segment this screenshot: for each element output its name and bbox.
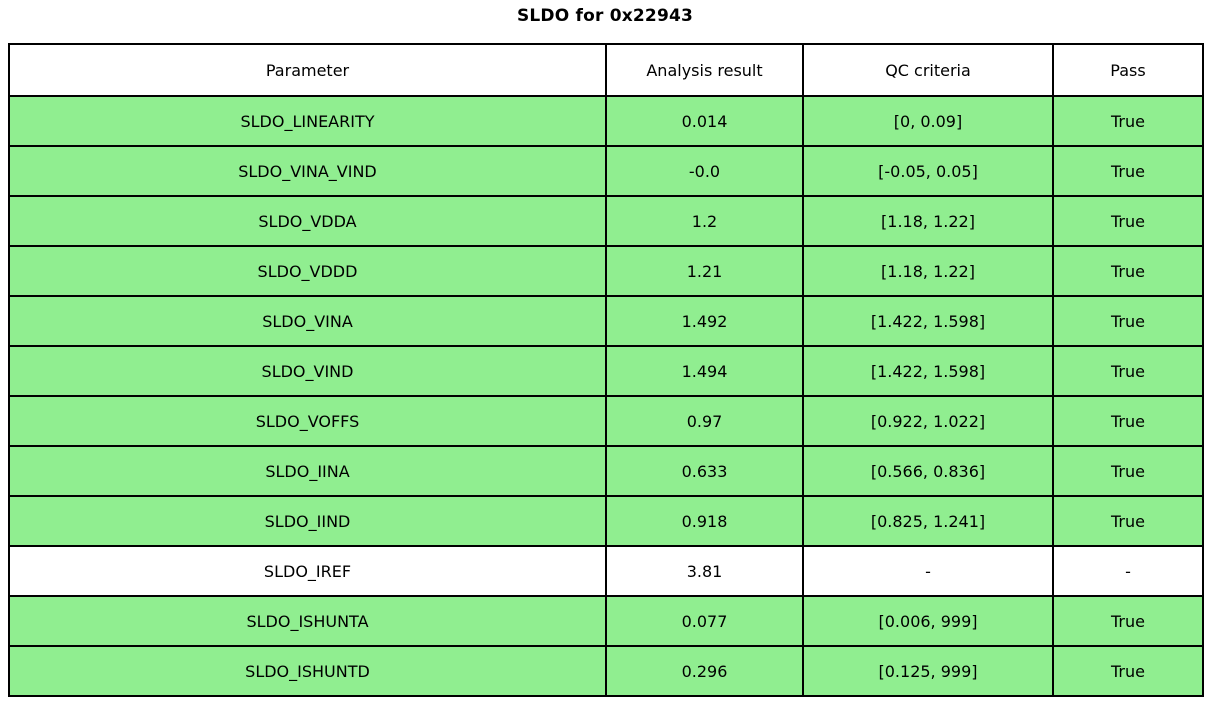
table-row: SLDO_ISHUNTD 0.296 [0.125, 999] True (8, 645, 1204, 697)
analysis-result-cell: 3.81 (605, 545, 804, 597)
parameter-cell: SLDO_IINA (8, 445, 607, 497)
pass-cell: - (1052, 545, 1204, 597)
parameter-cell: SLDO_VINA_VIND (8, 145, 607, 197)
parameter-cell: SLDO_VOFFS (8, 395, 607, 447)
qc-criteria-cell: [0.006, 999] (802, 595, 1054, 647)
table-row: SLDO_IINA 0.633 [0.566, 0.836] True (8, 445, 1204, 497)
qc-criteria-cell: - (802, 545, 1054, 597)
analysis-result-cell: 1.2 (605, 195, 804, 247)
analysis-result-cell: 1.494 (605, 345, 804, 397)
qc-criteria-cell: [1.18, 1.22] (802, 245, 1054, 297)
parameter-cell: SLDO_VDDA (8, 195, 607, 247)
analysis-result-cell: 0.918 (605, 495, 804, 547)
qc-criteria-cell: [1.422, 1.598] (802, 345, 1054, 397)
parameter-cell: SLDO_VIND (8, 345, 607, 397)
parameter-cell: SLDO_ISHUNTA (8, 595, 607, 647)
figure-title: SLDO for 0x22943 (516, 6, 694, 26)
qc-criteria-cell: [0.566, 0.836] (802, 445, 1054, 497)
column-header-qc-criteria: QC criteria (802, 43, 1054, 97)
analysis-result-cell: -0.0 (605, 145, 804, 197)
table-row: SLDO_ISHUNTA 0.077 [0.006, 999] True (8, 595, 1204, 647)
analysis-result-cell: 0.633 (605, 445, 804, 497)
qc-criteria-cell: [-0.05, 0.05] (802, 145, 1054, 197)
pass-cell: True (1052, 645, 1204, 697)
parameter-cell: SLDO_LINEARITY (8, 95, 607, 147)
header-row: Parameter Analysis result QC criteria Pa… (8, 43, 1204, 97)
table-body: SLDO_LINEARITY 0.014 [0, 0.09] True SLDO… (8, 95, 1204, 697)
qc-results-table: Parameter Analysis result QC criteria Pa… (8, 43, 1204, 697)
qc-criteria-cell: [1.422, 1.598] (802, 295, 1054, 347)
table-row: SLDO_VOFFS 0.97 [0.922, 1.022] True (8, 395, 1204, 447)
pass-cell: True (1052, 345, 1204, 397)
parameter-cell: SLDO_ISHUNTD (8, 645, 607, 697)
parameter-cell: SLDO_IREF (8, 545, 607, 597)
analysis-result-cell: 1.492 (605, 295, 804, 347)
table-row: SLDO_VIND 1.494 [1.422, 1.598] True (8, 345, 1204, 397)
table-row: SLDO_VDDD 1.21 [1.18, 1.22] True (8, 245, 1204, 297)
table-header: Parameter Analysis result QC criteria Pa… (8, 43, 1204, 97)
pass-cell: True (1052, 245, 1204, 297)
parameter-cell: SLDO_VINA (8, 295, 607, 347)
parameter-cell: SLDO_IIND (8, 495, 607, 547)
pass-cell: True (1052, 145, 1204, 197)
qc-criteria-cell: [0.125, 999] (802, 645, 1054, 697)
pass-cell: True (1052, 95, 1204, 147)
table-row: SLDO_IREF 3.81 - - (8, 545, 1204, 597)
qc-criteria-cell: [0.825, 1.241] (802, 495, 1054, 547)
column-header-parameter: Parameter (8, 43, 607, 97)
qc-criteria-cell: [1.18, 1.22] (802, 195, 1054, 247)
table-row: SLDO_LINEARITY 0.014 [0, 0.09] True (8, 95, 1204, 147)
analysis-result-cell: 0.97 (605, 395, 804, 447)
analysis-result-cell: 0.077 (605, 595, 804, 647)
column-header-pass: Pass (1052, 43, 1204, 97)
qc-criteria-cell: [0.922, 1.022] (802, 395, 1054, 447)
analysis-result-cell: 0.014 (605, 95, 804, 147)
pass-cell: True (1052, 395, 1204, 447)
table-row: SLDO_VINA_VIND -0.0 [-0.05, 0.05] True (8, 145, 1204, 197)
pass-cell: True (1052, 595, 1204, 647)
pass-cell: True (1052, 295, 1204, 347)
analysis-result-cell: 1.21 (605, 245, 804, 297)
parameter-cell: SLDO_VDDD (8, 245, 607, 297)
analysis-result-cell: 0.296 (605, 645, 804, 697)
table-row: SLDO_IIND 0.918 [0.825, 1.241] True (8, 495, 1204, 547)
table-row: SLDO_VINA 1.492 [1.422, 1.598] True (8, 295, 1204, 347)
pass-cell: True (1052, 495, 1204, 547)
qc-criteria-cell: [0, 0.09] (802, 95, 1054, 147)
pass-cell: True (1052, 445, 1204, 497)
pass-cell: True (1052, 195, 1204, 247)
column-header-analysis-result: Analysis result (605, 43, 804, 97)
table-row: SLDO_VDDA 1.2 [1.18, 1.22] True (8, 195, 1204, 247)
